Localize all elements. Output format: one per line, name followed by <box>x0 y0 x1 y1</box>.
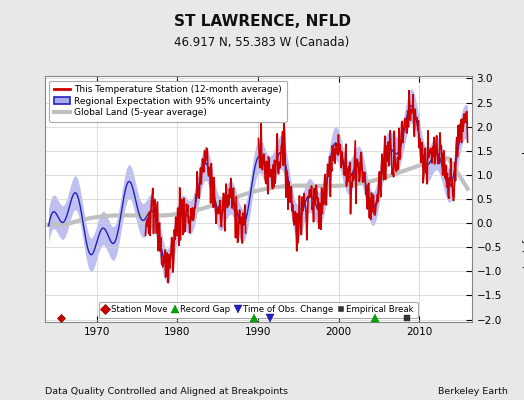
Text: Data Quality Controlled and Aligned at Breakpoints: Data Quality Controlled and Aligned at B… <box>45 387 288 396</box>
Y-axis label: Temperature Anomaly (°C): Temperature Anomaly (°C) <box>521 130 524 268</box>
Text: 46.917 N, 55.383 W (Canada): 46.917 N, 55.383 W (Canada) <box>174 36 350 49</box>
Text: Berkeley Earth: Berkeley Earth <box>439 387 508 396</box>
Legend: Station Move, Record Gap, Time of Obs. Change, Empirical Break: Station Move, Record Gap, Time of Obs. C… <box>99 302 418 318</box>
Text: ST LAWRENCE, NFLD: ST LAWRENCE, NFLD <box>173 14 351 29</box>
